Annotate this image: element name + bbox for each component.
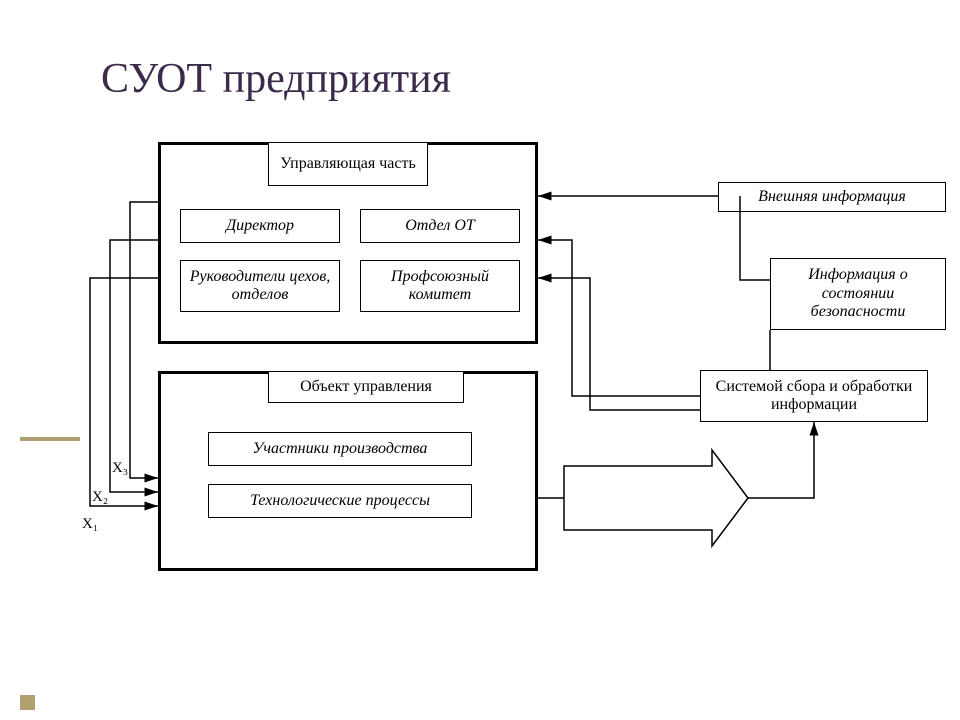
control-title: Управляющая часть (268, 142, 428, 186)
formula-label: Y=f(X₁,...,Xₙ) (578, 486, 693, 511)
x1-label: X₁ (82, 516, 98, 533)
ext-info-box: Внешняя информация (718, 182, 946, 212)
participants-box: Участники производства (208, 432, 472, 466)
x3-label: X₃ (112, 460, 128, 477)
collection-box: Системой сбора и обработки информации (700, 370, 928, 422)
x2-label: X₂ (92, 489, 108, 506)
processes-box: Технологические процессы (208, 484, 472, 518)
union-box: Профсоюзный комитет (360, 260, 520, 312)
dept-ot-box: Отдел ОТ (360, 209, 520, 243)
accent-line (20, 437, 80, 441)
director-box: Директор (180, 209, 340, 243)
accent-square (20, 695, 35, 710)
heads-box: Руководители цехов, отделов (180, 260, 340, 312)
page-title: СУОТ предприятия (101, 55, 451, 103)
safety-info-box: Информация о состоянии безопасности (770, 258, 946, 330)
object-title: Объект управления (268, 371, 464, 403)
connectors (0, 0, 960, 720)
